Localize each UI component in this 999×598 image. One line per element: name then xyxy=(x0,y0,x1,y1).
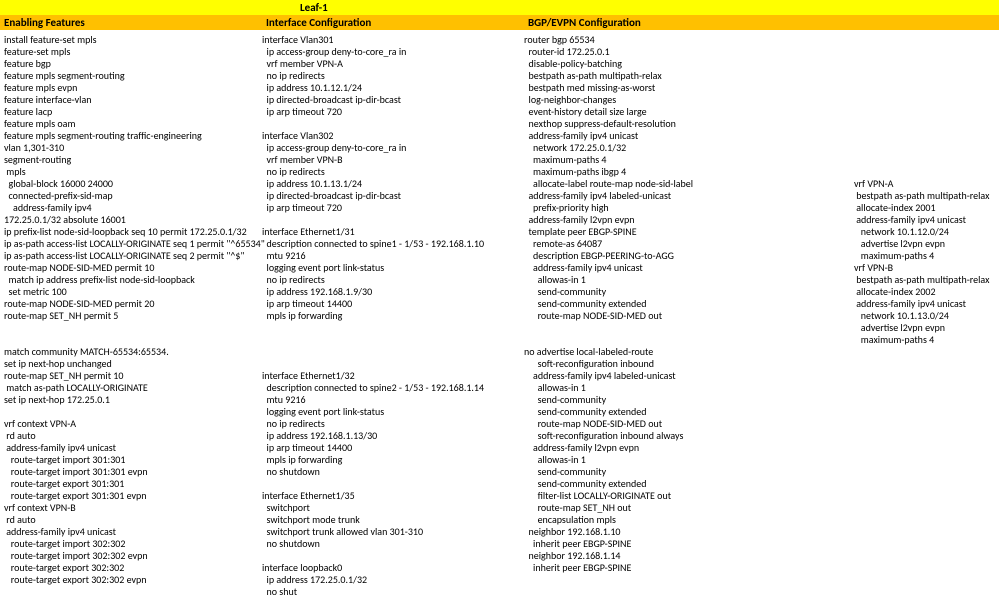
title-bar: Leaf-1 xyxy=(0,0,999,15)
title-text: Leaf-1 xyxy=(300,1,328,14)
interface-config: interface Vlan301 ip access-group deny-t… xyxy=(262,34,524,598)
content-area: install feature-set mpls feature-set mpl… xyxy=(0,30,999,598)
header-col-2: Interface Configuration xyxy=(262,15,524,30)
vrf-config: vrf VPN-A bestpath as-path multipath-rel… xyxy=(854,34,999,598)
bgp-evpn-config: router bgp 65534 router-id 172.25.0.1 di… xyxy=(524,34,854,598)
header-col-1: Enabling Features xyxy=(0,15,262,30)
header-row: Enabling Features Interface Configuratio… xyxy=(0,15,999,30)
header-col-3: BGP/EVPN Configuration xyxy=(524,15,999,30)
enabling-features-config: install feature-set mpls feature-set mpl… xyxy=(4,34,262,598)
